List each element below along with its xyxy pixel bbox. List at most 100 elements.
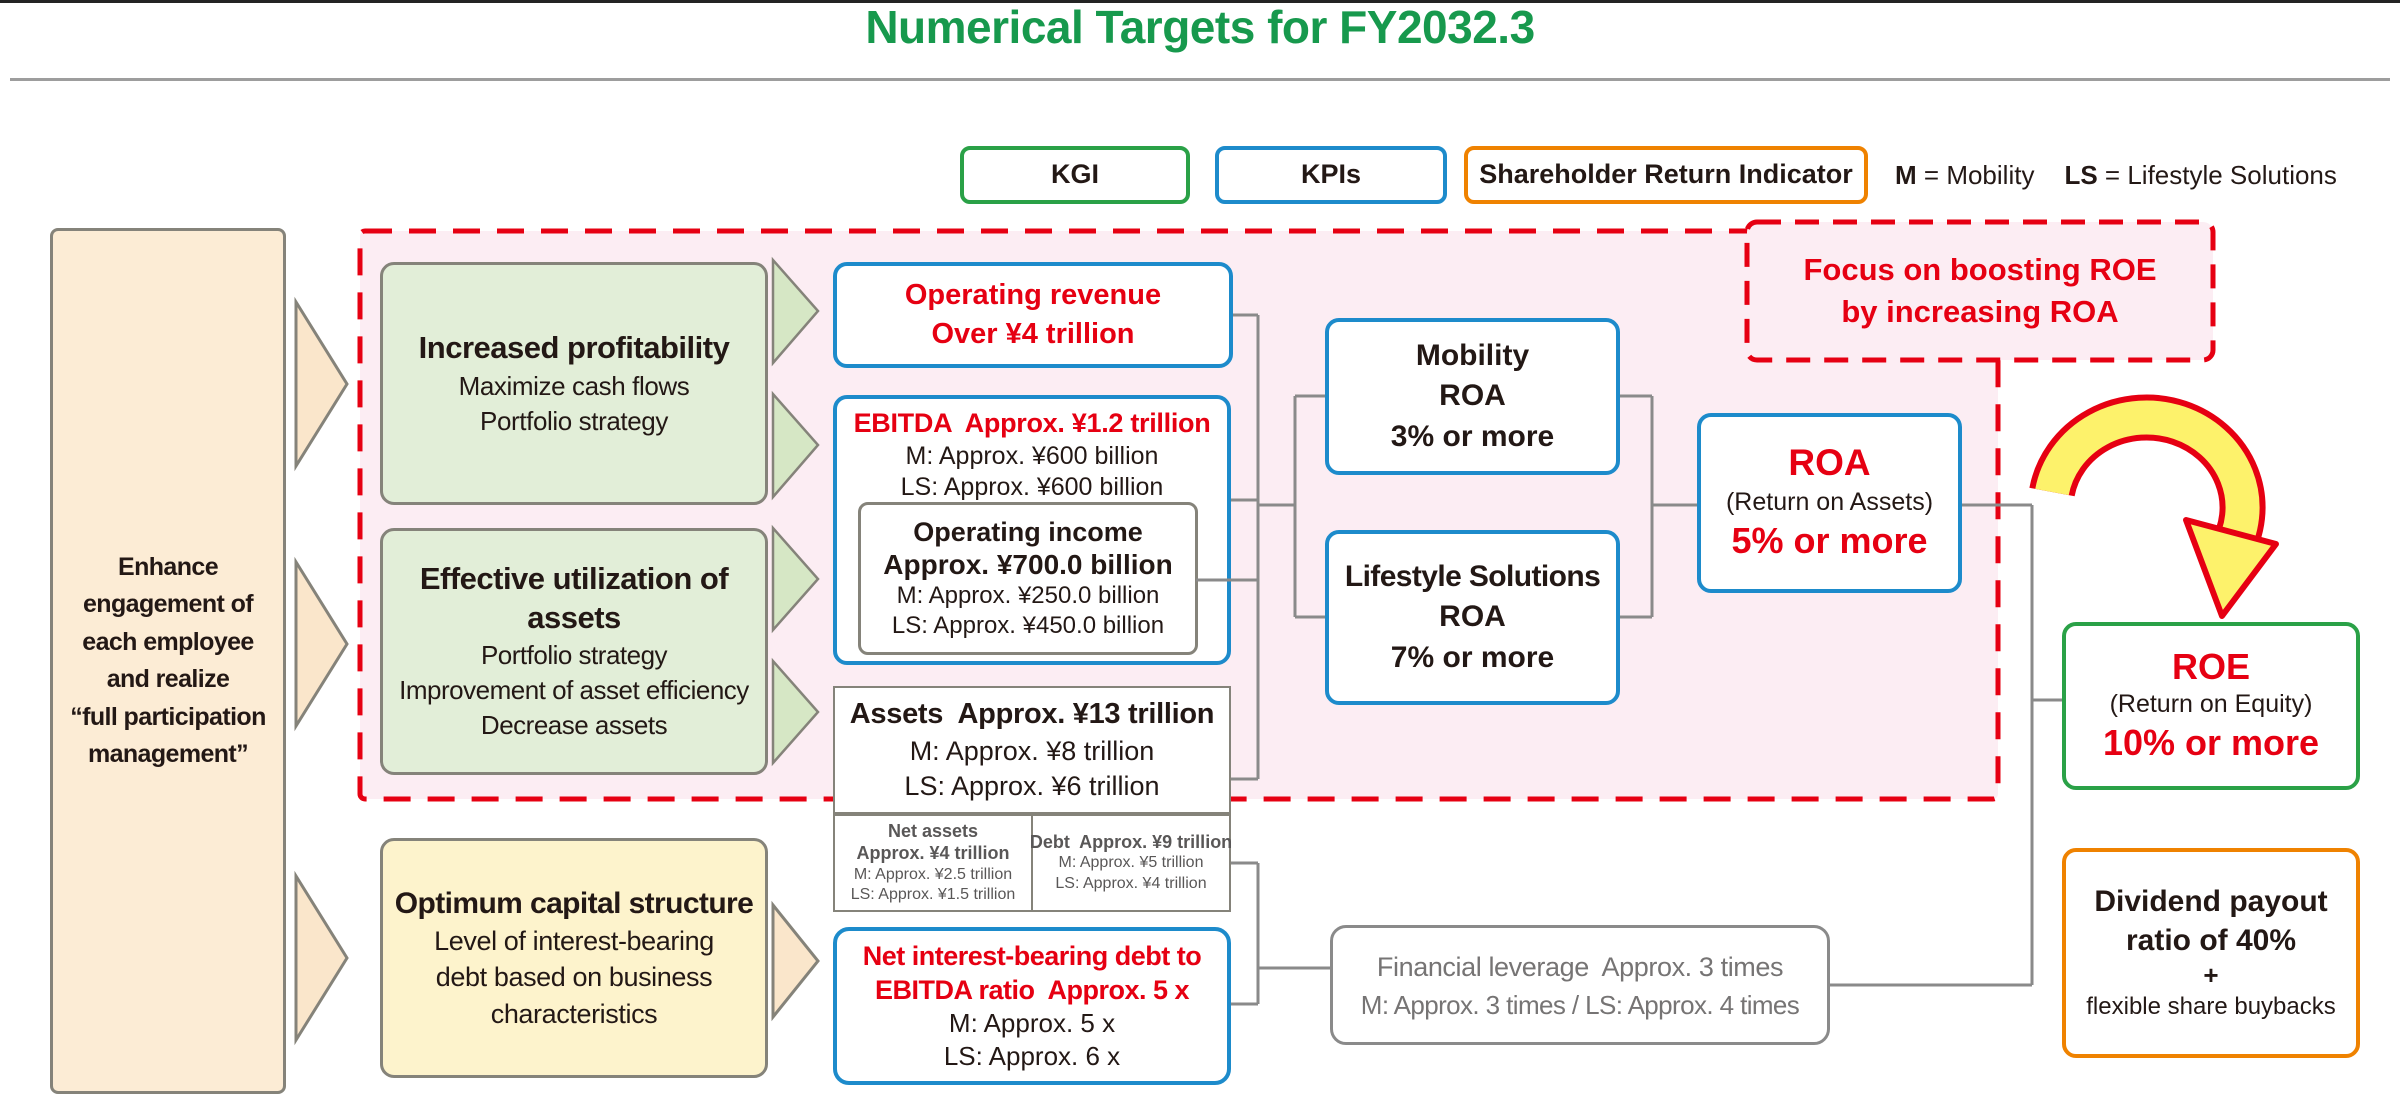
assets-title: Assets Approx. ¥13 trillion (849, 698, 1215, 731)
net-assets-mobility-value: M: Approx. ¥2.5 trillion (853, 865, 1013, 883)
financial-leverage-box: Financial leverage Approx. 3 times M: Ap… (1330, 925, 1830, 1045)
legend-kgi-label: KGI (1050, 159, 1099, 190)
engagement-box: Enhance engagement of each employee and … (50, 228, 286, 1094)
capital-detail: characteristics (490, 998, 658, 1029)
net-assets-title: Net assets (887, 821, 979, 842)
debt-box: Debt Approx. ¥9 trillion M: Approx. ¥5 t… (1030, 814, 1232, 912)
curved-arrow-head-icon (2183, 517, 2279, 619)
dividend-line: Dividend payout (2094, 885, 2328, 919)
leverage-line: M: Approx. 3 times / LS: Approx. 4 times (1360, 990, 1800, 1021)
mobility-roa-line: Mobility (1415, 338, 1530, 372)
arrow-profitability-to-operating-revenue (771, 256, 820, 367)
capital-detail: Level of interest-bearing (434, 925, 714, 956)
focus-line: Focus on boosting ROE (1803, 252, 2157, 288)
lifestyle-roa-line: Lifestyle Solutions (1344, 559, 1601, 593)
debt-mobility-value: M: Approx. ¥5 trillion (1058, 854, 1204, 872)
arrow-profitability-to-ebitda (771, 390, 820, 501)
roe-title: ROE (2171, 645, 2250, 687)
ebitda-lifestyle-value: LS: Approx. ¥600 billion (900, 473, 1164, 501)
assets-lifestyle-value: LS: Approx. ¥6 trillion (904, 770, 1160, 801)
dividend-note: flexible share buybacks (2086, 993, 2336, 1021)
legend-kpis-label: KPIs (1300, 159, 1362, 190)
nibd-box: Net interest-bearing debt to EBITDA rati… (833, 927, 1231, 1085)
effective-utilization-title: assets (527, 599, 621, 635)
effective-utilization-title: Effective utilization of (419, 561, 729, 597)
net-assets-lifestyle-value: LS: Approx. ¥1.5 trillion (850, 885, 1016, 903)
legend-shareholder-return-box: Shareholder Return Indicator (1464, 146, 1868, 204)
engagement-line: “full participation (70, 702, 266, 731)
operating-income-box: Operating income Approx. ¥700.0 billion … (858, 502, 1198, 655)
assets-mobility-value: M: Approx. ¥8 trillion (909, 735, 1155, 766)
lifestyle-roa-line: 7% or more (1390, 640, 1555, 674)
dividend-box: Dividend payout ratio of 40% + flexible … (2062, 848, 2360, 1058)
engagement-line: management” (87, 740, 249, 768)
operating-income-title: Operating income (913, 516, 1143, 547)
operating-income-lifestyle-value: LS: Approx. ¥450.0 billion (891, 612, 1165, 640)
operating-revenue-line: Over ¥4 trillion (931, 318, 1135, 350)
legend-kpis-box: KPIs (1215, 146, 1447, 204)
operating-income-value: Approx. ¥700.0 billion (883, 548, 1173, 580)
dividend-line: ratio of 40% (2125, 924, 2297, 958)
curved-arrow-body (2035, 400, 2260, 561)
page-title: Numerical Targets for FY2032.3 (865, 1, 1535, 53)
legend-note-mobility: M = Mobility (1895, 160, 2034, 191)
arrow-utilization-to-assets (771, 657, 820, 767)
utilization-detail: Improvement of asset efficiency (399, 674, 749, 705)
debt-lifestyle-value: LS: Approx. ¥4 trillion (1055, 875, 1207, 893)
operating-revenue-box: Operating revenue Over ¥4 trillion (833, 262, 1233, 368)
increased-profitability-title: Increased profitability (418, 330, 730, 366)
profitability-detail: Maximize cash flows (458, 370, 690, 401)
roe-subtitle: (Return on Equity) (2109, 689, 2313, 718)
legend-abbreviations: M = Mobility LS = Lifestyle Solutions (1895, 146, 2395, 204)
arrow-engagement-to-utilization (294, 556, 349, 732)
ebitda-box: EBITDA Approx. ¥1.2 trillion M: Approx. … (833, 395, 1231, 665)
leverage-line: Financial leverage Approx. 3 times (1376, 951, 1784, 982)
ebitda-mobility-value: M: Approx. ¥600 billion (905, 441, 1159, 470)
roe-box: ROE (Return on Equity) 10% or more (2062, 622, 2360, 790)
legend-kgi-box: KGI (960, 146, 1190, 204)
nibd-lifestyle-value: LS: Approx. 6 x (943, 1040, 1121, 1071)
nibd-title-line: Net interest-bearing debt to (862, 940, 1202, 971)
assets-box: Assets Approx. ¥13 trillion M: Approx. ¥… (833, 686, 1231, 814)
arrow-engagement-to-capital (294, 870, 349, 1046)
roa-subtitle: (Return on Assets) (1725, 487, 1934, 516)
profitability-detail: Portfolio strategy (480, 405, 668, 436)
engagement-line: engagement of (83, 590, 254, 618)
arrow-utilization-to-operating-income (771, 524, 820, 634)
lifestyle-roa-box: Lifestyle Solutions ROA 7% or more (1325, 530, 1620, 705)
curved-arrow-outline (2029, 394, 2266, 564)
engagement-line: Enhance (118, 552, 219, 581)
legend-ls-text: = Lifestyle Solutions (2104, 159, 2337, 190)
net-assets-box: Net assets Approx. ¥4 trillion M: Approx… (833, 814, 1033, 912)
optimum-capital-title: Optimum capital structure (394, 886, 754, 920)
nibd-title-line: EBITDA ratio Approx. 5 x (874, 974, 1190, 1005)
lifestyle-roa-line: ROA (1439, 600, 1506, 634)
arrow-capital-to-nibd (771, 900, 820, 1022)
focus-callout-text: Focus on boosting ROE by increasing ROA (1747, 222, 2213, 360)
optimum-capital-box: Optimum capital structure Level of inter… (380, 838, 768, 1078)
roa-box: ROA (Return on Assets) 5% or more (1697, 413, 1962, 593)
roe-value: 10% or more (2102, 722, 2320, 764)
engagement-line: each employee (82, 627, 254, 656)
ebitda-title: EBITDA Approx. ¥1.2 trillion (853, 408, 1211, 438)
legend-ls-abbr: LS (2064, 159, 2098, 190)
top-border-line (0, 0, 2400, 3)
nibd-mobility-value: M: Approx. 5 x (948, 1008, 1116, 1039)
effective-utilization-box: Effective utilization of assets Portfoli… (380, 528, 768, 775)
utilization-detail: Portfolio strategy (480, 639, 668, 670)
engagement-line: and realize (106, 665, 230, 693)
title-divider-line (10, 78, 2390, 81)
operating-revenue-line: Operating revenue (904, 278, 1162, 311)
mobility-roa-line: 3% or more (1390, 419, 1555, 453)
capital-detail: debt based on business (435, 962, 713, 993)
operating-income-mobility-value: M: Approx. ¥250.0 billion (896, 582, 1160, 610)
legend-m-text: = Mobility (1923, 159, 2035, 190)
dividend-plus-sign: + (2203, 960, 2219, 991)
mobility-roa-box: Mobility ROA 3% or more (1325, 318, 1620, 475)
net-assets-value: Approx. ¥4 trillion (856, 843, 1010, 863)
focus-line: by increasing ROA (1841, 294, 2119, 329)
utilization-detail: Decrease assets (480, 709, 668, 740)
legend-note-lifestyle: LS = Lifestyle Solutions (2064, 160, 2336, 191)
mobility-roa-line: ROA (1439, 379, 1506, 413)
